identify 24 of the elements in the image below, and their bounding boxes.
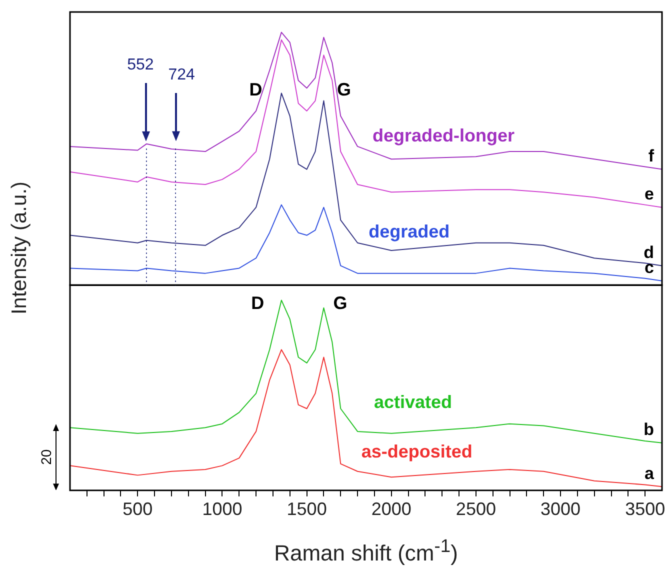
- x-tick-label: 3000: [540, 499, 581, 520]
- annotation: degraded-longer: [372, 125, 514, 146]
- series-label: e: [644, 184, 654, 204]
- series-label: f: [648, 146, 654, 166]
- annotation: G: [333, 292, 348, 313]
- annotation: degraded: [368, 222, 450, 242]
- annotation: as-deposited: [361, 441, 472, 462]
- x-tick-label: 1000: [202, 499, 242, 520]
- ref-line-label: 552: [127, 56, 154, 74]
- x-axis-title: Raman shift (cm$^{-1}$): [273, 535, 459, 566]
- annotation: D: [251, 292, 264, 313]
- x-tick-label: 3500: [625, 499, 666, 520]
- annotation: G: [337, 80, 352, 100]
- x-tick-label: 500: [122, 499, 153, 520]
- x-tick-label: 2000: [371, 499, 412, 520]
- annotation: D: [249, 80, 262, 100]
- x-tick-label: 2500: [456, 499, 496, 520]
- text: 20: [38, 449, 54, 465]
- ref-line-label: 724: [168, 66, 195, 84]
- series-label: b: [644, 420, 654, 440]
- x-tick-label: 1500: [286, 499, 327, 520]
- annotation: activated: [374, 392, 452, 412]
- y-axis-title: Intensity (a.u.): [8, 180, 32, 317]
- series-label: a: [644, 464, 655, 483]
